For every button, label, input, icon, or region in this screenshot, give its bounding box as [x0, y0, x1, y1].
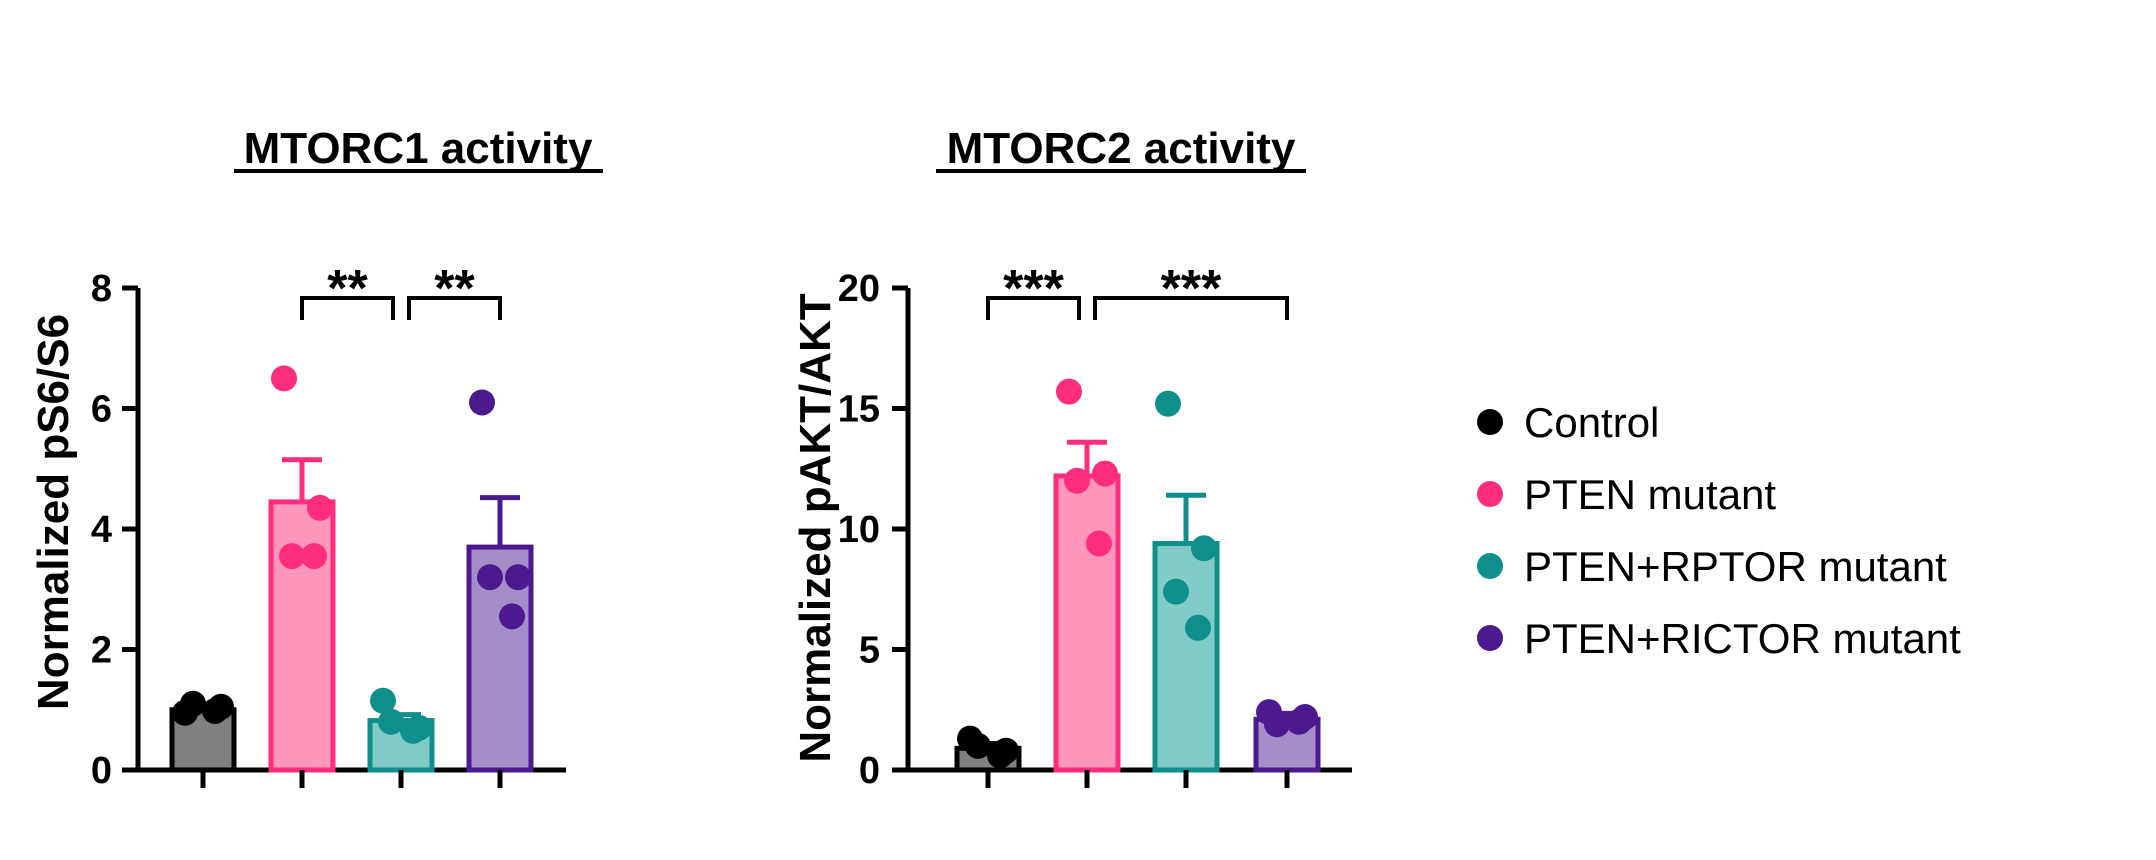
y-axis-label: Normalized pS6/S6: [29, 314, 78, 710]
y-tick-label: 15: [838, 389, 880, 431]
data-point: [279, 543, 305, 570]
data-point: [400, 717, 426, 744]
data-point: [180, 690, 206, 717]
data-point: [469, 389, 495, 416]
bar: [1152, 540, 1220, 773]
data-point: [1163, 578, 1189, 605]
data-point: [370, 687, 396, 714]
chart-title: MTORC2 activity: [947, 124, 1296, 173]
y-tick-label: 10: [838, 509, 880, 551]
y-tick-label: 0: [91, 750, 112, 792]
significance-label: ***: [1003, 260, 1064, 318]
data-point: [301, 543, 327, 570]
data-point: [505, 564, 531, 591]
significance-label: **: [327, 260, 368, 318]
panel-mtorc1: MTORC1 activity Normalized pS6/S6 0 2 4 6 8 *…: [29, 124, 603, 792]
significance-label: **: [434, 260, 475, 318]
legend-marker: [1477, 553, 1503, 579]
legend-label: Control: [1524, 399, 1659, 446]
significance-bracket: [300, 296, 395, 320]
legend-item-pten-rptor: PTEN+RPTOR mutant: [1477, 543, 1947, 590]
panel-mtorc2: MTORC2 activity Normalized pAKT/AKT 0 5 10…: [791, 124, 1352, 792]
data-point: [1191, 535, 1217, 562]
data-point: [271, 365, 297, 392]
data-point: [378, 708, 404, 735]
legend-item-pten: PTEN mutant: [1477, 471, 1776, 518]
data-point: [1155, 390, 1181, 417]
legend-marker: [1477, 625, 1503, 651]
bar: [1053, 473, 1121, 773]
legend-item-control: Control: [1477, 399, 1659, 446]
data-point: [477, 564, 503, 591]
significance-bracket: [1093, 296, 1289, 320]
data-point: [1086, 530, 1112, 557]
y-axis-label: Normalized pAKT/AKT: [791, 293, 840, 762]
significance-bracket: [986, 296, 1081, 320]
bar: [268, 499, 336, 773]
y-tick-label: 0: [859, 750, 880, 792]
data-point: [499, 603, 525, 630]
data-point: [1064, 467, 1090, 494]
legend: Control PTEN mutant PTEN+RPTOR mutant PT…: [1477, 399, 1961, 662]
data-point: [965, 732, 991, 759]
data-point: [1286, 708, 1312, 735]
data-point: [1092, 460, 1118, 487]
y-tick-label: 4: [91, 509, 112, 551]
legend-label: PTEN+RICTOR mutant: [1524, 615, 1961, 662]
significance-bracket: [407, 296, 502, 320]
data-point: [1185, 614, 1211, 641]
data-point: [202, 697, 228, 724]
y-tick-label: 8: [91, 268, 112, 310]
legend-label: PTEN+RPTOR mutant: [1524, 543, 1947, 590]
data-point: [987, 742, 1013, 769]
legend-label: PTEN mutant: [1524, 471, 1776, 518]
legend-marker: [1477, 409, 1503, 435]
legend-marker: [1477, 481, 1503, 507]
data-point: [307, 494, 333, 521]
y-tick-label: 20: [838, 268, 880, 310]
data-point: [1056, 378, 1082, 405]
chart-title: MTORC1 activity: [244, 124, 593, 173]
y-tick-label: 5: [859, 630, 880, 672]
legend-item-pten-rictor: PTEN+RICTOR mutant: [1477, 615, 1961, 662]
data-point: [1264, 711, 1290, 738]
y-tick-label: 6: [91, 389, 112, 431]
significance-label: ***: [1161, 260, 1222, 318]
y-tick-label: 2: [91, 630, 112, 672]
